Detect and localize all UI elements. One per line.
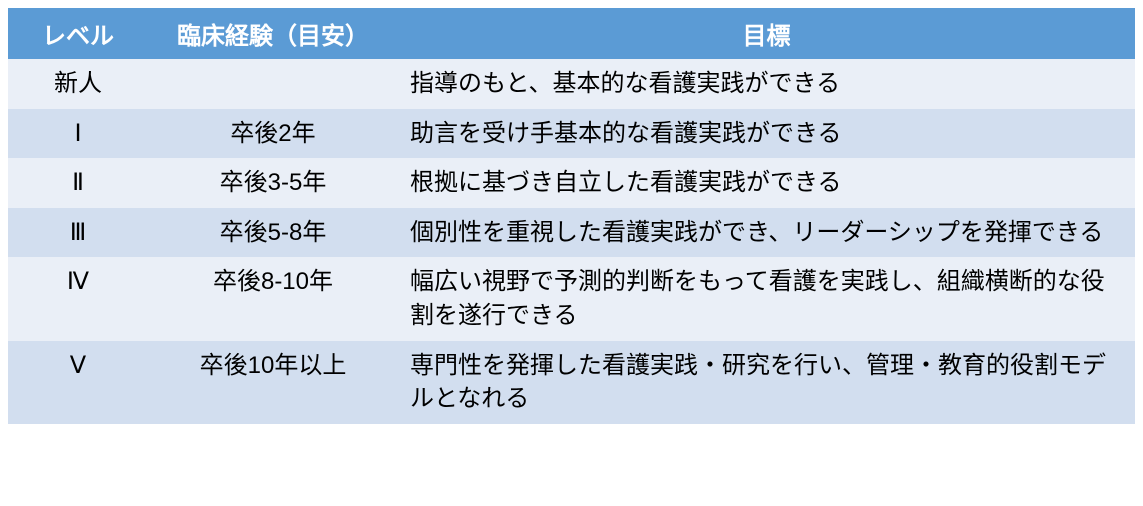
cell-experience (148, 59, 398, 109)
cell-experience: 卒後3-5年 (148, 158, 398, 208)
cell-level: Ⅰ (8, 109, 148, 159)
cell-level: Ⅲ (8, 208, 148, 258)
header-goal: 目標 (398, 8, 1135, 59)
header-experience: 臨床経験（目安） (148, 8, 398, 59)
cell-experience: 卒後5-8年 (148, 208, 398, 258)
table-row: Ⅴ 卒後10年以上 専門性を発揮した看護実践・研究を行い、管理・教育的役割モデル… (8, 341, 1135, 424)
cell-level: Ⅱ (8, 158, 148, 208)
nursing-level-table: レベル 臨床経験（目安） 目標 新人 指導のもと、基本的な看護実践ができる Ⅰ … (8, 8, 1135, 424)
cell-goal: 幅広い視野で予測的判断をもって看護を実践し、組織横断的な役割を遂行できる (398, 257, 1135, 340)
table-body: 新人 指導のもと、基本的な看護実践ができる Ⅰ 卒後2年 助言を受け手基本的な看… (8, 59, 1135, 424)
table-row: Ⅰ 卒後2年 助言を受け手基本的な看護実践ができる (8, 109, 1135, 159)
cell-goal: 根拠に基づき自立した看護実践ができる (398, 158, 1135, 208)
table-row: Ⅳ 卒後8-10年 幅広い視野で予測的判断をもって看護を実践し、組織横断的な役割… (8, 257, 1135, 340)
cell-goal: 指導のもと、基本的な看護実践ができる (398, 59, 1135, 109)
cell-level: 新人 (8, 59, 148, 109)
table-row: Ⅲ 卒後5-8年 個別性を重視した看護実践ができ、リーダーシップを発揮できる (8, 208, 1135, 258)
cell-experience: 卒後8-10年 (148, 257, 398, 340)
cell-experience: 卒後10年以上 (148, 341, 398, 424)
table-row: Ⅱ 卒後3-5年 根拠に基づき自立した看護実践ができる (8, 158, 1135, 208)
cell-goal: 個別性を重視した看護実践ができ、リーダーシップを発揮できる (398, 208, 1135, 258)
cell-goal: 専門性を発揮した看護実践・研究を行い、管理・教育的役割モデルとなれる (398, 341, 1135, 424)
table-row: 新人 指導のもと、基本的な看護実践ができる (8, 59, 1135, 109)
header-level: レベル (8, 8, 148, 59)
cell-goal: 助言を受け手基本的な看護実践ができる (398, 109, 1135, 159)
table-header-row: レベル 臨床経験（目安） 目標 (8, 8, 1135, 59)
cell-experience: 卒後2年 (148, 109, 398, 159)
cell-level: Ⅳ (8, 257, 148, 340)
cell-level: Ⅴ (8, 341, 148, 424)
